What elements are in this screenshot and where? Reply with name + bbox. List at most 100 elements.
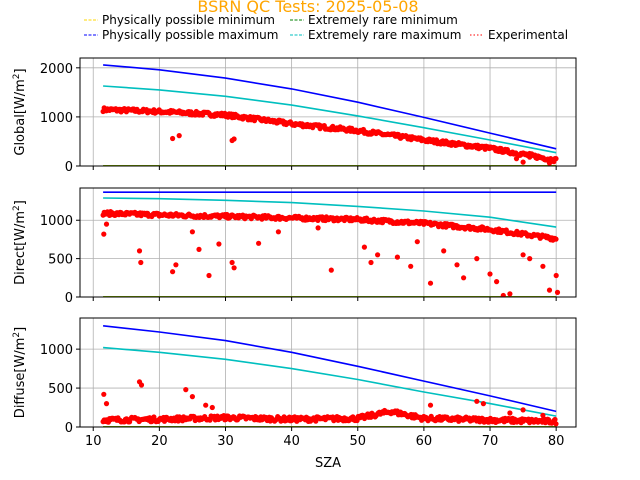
y-tick-label: 2000: [40, 62, 73, 77]
legend-label: Extremely rare maximum: [308, 28, 461, 42]
data-point: [275, 229, 281, 235]
data-point: [103, 401, 110, 407]
data-point: [176, 133, 182, 139]
y-tick-label: 1000: [40, 343, 73, 358]
data-point: [474, 145, 480, 151]
legend-label: Physically possible minimum: [102, 13, 275, 27]
series-experimental: [100, 105, 559, 166]
data-point: [427, 280, 434, 286]
axes-frame: [79, 187, 577, 298]
data-point: [527, 256, 533, 262]
legend-label: Extremely rare minimum: [308, 13, 458, 27]
panel-3: 10 20 30 40 50 60 70 80 0 500 1000 Diffuse[W/m2]: [12, 317, 577, 449]
series-erl-max: [103, 197, 557, 228]
data-point: [513, 156, 520, 162]
y-tick-label: 1000: [40, 111, 73, 126]
data-point: [527, 154, 533, 160]
data-point: [553, 421, 559, 427]
y-tick-label: 0: [65, 421, 73, 436]
data-point: [546, 160, 553, 166]
data-point: [480, 401, 486, 407]
data-point: [474, 256, 480, 262]
data-point: [203, 402, 209, 408]
legend-entry: Experimental: [470, 28, 568, 42]
x-tick-label: 60: [416, 434, 433, 449]
data-point: [206, 272, 212, 279]
x-tick-label: 50: [349, 434, 366, 449]
series-ppl-max: [103, 325, 557, 413]
data-point: [209, 404, 215, 411]
x-tick-label: 10: [85, 434, 102, 449]
data-point: [520, 407, 526, 413]
data-point: [540, 263, 546, 269]
data-point: [546, 287, 553, 293]
data-point: [196, 246, 202, 252]
data-point: [231, 265, 237, 271]
y-tick-label: 500: [48, 253, 73, 268]
data-point: [487, 271, 493, 277]
panel-2: 0 500 1000 Direct[W/m2]: [12, 187, 577, 306]
data-point: [375, 252, 381, 258]
data-point: [138, 259, 144, 266]
y-tick-label: 0: [65, 160, 73, 175]
legend-entry: Extremely rare maximum: [290, 28, 461, 42]
y-tick-label: 500: [48, 382, 73, 397]
data-point: [414, 239, 420, 245]
data-point: [231, 136, 237, 142]
data-point: [494, 279, 500, 285]
data-point: [454, 262, 460, 268]
y-axis-label: Diffuse[W/m2]: [12, 327, 28, 418]
x-tick-label: 40: [283, 434, 300, 449]
panels: 010002000Global[W/m2]05001000Direct[W/m2…: [12, 57, 577, 449]
data-point: [553, 272, 559, 279]
data-point: [189, 394, 195, 400]
y-tick-label: 1000: [40, 214, 73, 229]
data-point: [101, 391, 107, 397]
panel-1: 0 1000 2000 Global[W/m2]: [12, 57, 577, 175]
y-axis-label: Direct[W/m2]: [12, 200, 28, 285]
data-point: [103, 221, 110, 227]
data-point: [474, 398, 480, 404]
axes-frame: [79, 57, 577, 167]
axes-frame: [79, 317, 577, 428]
x-tick-label: 80: [548, 434, 565, 449]
data-point: [229, 259, 235, 266]
data-point: [553, 236, 559, 242]
data-point: [183, 387, 189, 393]
legend-entry: Physically possible maximum: [84, 28, 278, 42]
y-axis-label: Global[W/m2]: [12, 68, 28, 155]
data-point: [554, 289, 561, 295]
x-tick-label: 20: [151, 434, 168, 449]
data-point: [136, 248, 143, 254]
data-point: [315, 225, 321, 231]
data-point: [138, 382, 145, 388]
data-point: [540, 412, 546, 418]
data-point: [500, 292, 506, 297]
x-axis-label: SZA: [315, 456, 341, 471]
y-tick-label: 0: [65, 291, 73, 306]
data-point: [313, 418, 319, 424]
data-point: [507, 291, 513, 297]
data-point: [552, 416, 558, 423]
data-point: [441, 248, 447, 254]
data-point: [394, 254, 400, 260]
data-point: [170, 269, 176, 275]
data-point: [173, 262, 179, 268]
data-point: [520, 159, 526, 165]
series-ppl-max: [103, 64, 557, 150]
data-point: [328, 267, 334, 273]
data-point: [216, 241, 222, 247]
data-point: [361, 244, 367, 250]
data-point: [368, 259, 374, 266]
data-point: [408, 263, 414, 269]
legend-label: Experimental: [488, 28, 568, 42]
data-point: [454, 142, 460, 148]
legend-label: Physically possible maximum: [102, 28, 278, 42]
data-point: [189, 229, 195, 235]
legend-entry: Physically possible minimum: [84, 13, 275, 27]
data-point: [101, 231, 107, 237]
series-erl-max: [103, 346, 557, 417]
data-point: [427, 402, 434, 408]
